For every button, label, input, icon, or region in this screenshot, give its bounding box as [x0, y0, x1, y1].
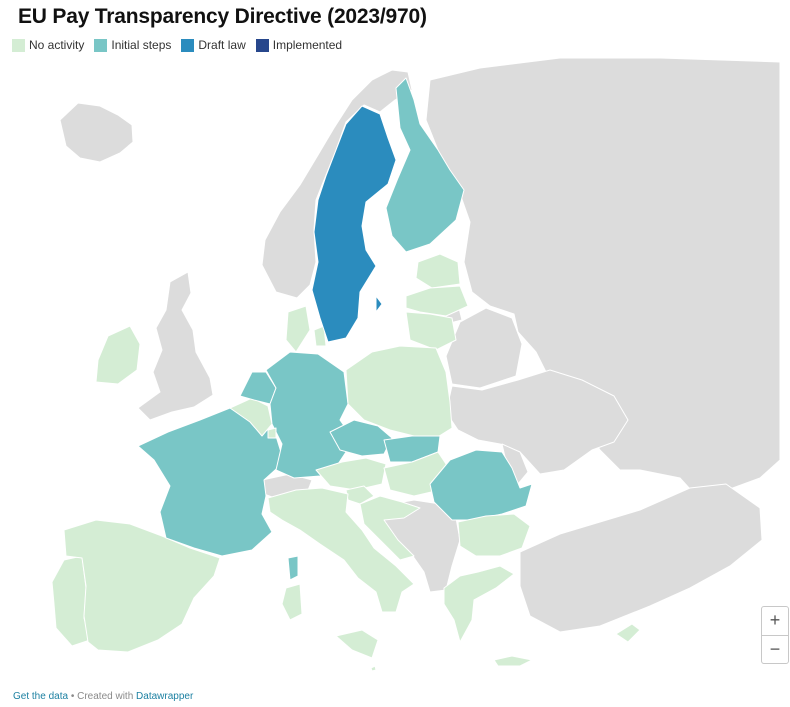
country-italy[interactable] — [267, 487, 415, 613]
footer: Get the data • Created with Datawrapper — [13, 691, 193, 702]
footer-separator: • — [70, 691, 75, 702]
legend-item-implemented: Implemented — [255, 38, 343, 52]
country-latvia[interactable] — [405, 285, 469, 317]
country-turkey[interactable] — [519, 483, 763, 633]
country-germany[interactable] — [265, 351, 355, 479]
country-malta[interactable] — [370, 665, 377, 672]
country-romania[interactable] — [429, 449, 533, 521]
legend-label-initial-steps: Initial steps — [111, 38, 172, 52]
zoom-divider — [762, 634, 788, 636]
country-croatia[interactable] — [359, 495, 421, 561]
country-poland[interactable] — [345, 345, 453, 439]
country-finland[interactable] — [385, 77, 465, 253]
country-bulgaria[interactable] — [457, 513, 531, 557]
country-uk[interactable] — [137, 271, 214, 421]
country-greece[interactable] — [443, 565, 533, 667]
footer-created-with: Created with — [77, 691, 134, 702]
legend-swatch-implemented — [255, 38, 269, 52]
legend-item-initial-steps: Initial steps — [94, 38, 171, 52]
europe-map[interactable] — [0, 55, 790, 685]
country-corsica[interactable] — [287, 555, 299, 581]
country-lithuania[interactable] — [405, 311, 457, 351]
legend-swatch-draft-law — [181, 38, 195, 52]
legend-swatch-no-activity — [12, 38, 25, 52]
zoom-in-button[interactable]: + — [769, 610, 781, 631]
legend-label-implemented: Implemented — [272, 38, 343, 52]
country-luxembourg[interactable] — [267, 427, 277, 439]
zoom-out-button[interactable]: − — [769, 638, 781, 659]
country-ireland[interactable] — [95, 325, 141, 385]
country-denmark[interactable] — [285, 305, 327, 353]
zoom-control: + − — [761, 606, 789, 664]
country-belarus[interactable] — [445, 307, 523, 389]
map-title: EU Pay Transparency Directive (2023/970) — [18, 5, 427, 28]
legend-item-no-activity: No activity — [12, 38, 84, 52]
country-norway[interactable] — [261, 69, 413, 299]
country-ukraine[interactable] — [445, 369, 629, 475]
country-estonia[interactable] — [415, 253, 461, 289]
country-cyprus[interactable] — [615, 623, 641, 643]
legend: No activity Initial steps Draft law Impl… — [12, 38, 342, 52]
legend-label-draft-law: Draft law — [198, 38, 246, 52]
country-spain[interactable] — [63, 519, 221, 653]
legend-item-draft-law: Draft law — [181, 38, 246, 52]
country-iceland[interactable] — [59, 102, 134, 163]
legend-swatch-initial-steps — [94, 38, 108, 52]
country-sicily[interactable] — [335, 629, 379, 659]
country-sweden[interactable] — [311, 105, 397, 343]
get-the-data-link[interactable]: Get the data — [13, 691, 69, 702]
country-sardinia[interactable] — [281, 583, 303, 621]
country-austria[interactable] — [315, 457, 387, 491]
legend-label-no-activity: No activity — [29, 38, 85, 52]
datawrapper-link[interactable]: Datawrapper — [136, 691, 194, 702]
